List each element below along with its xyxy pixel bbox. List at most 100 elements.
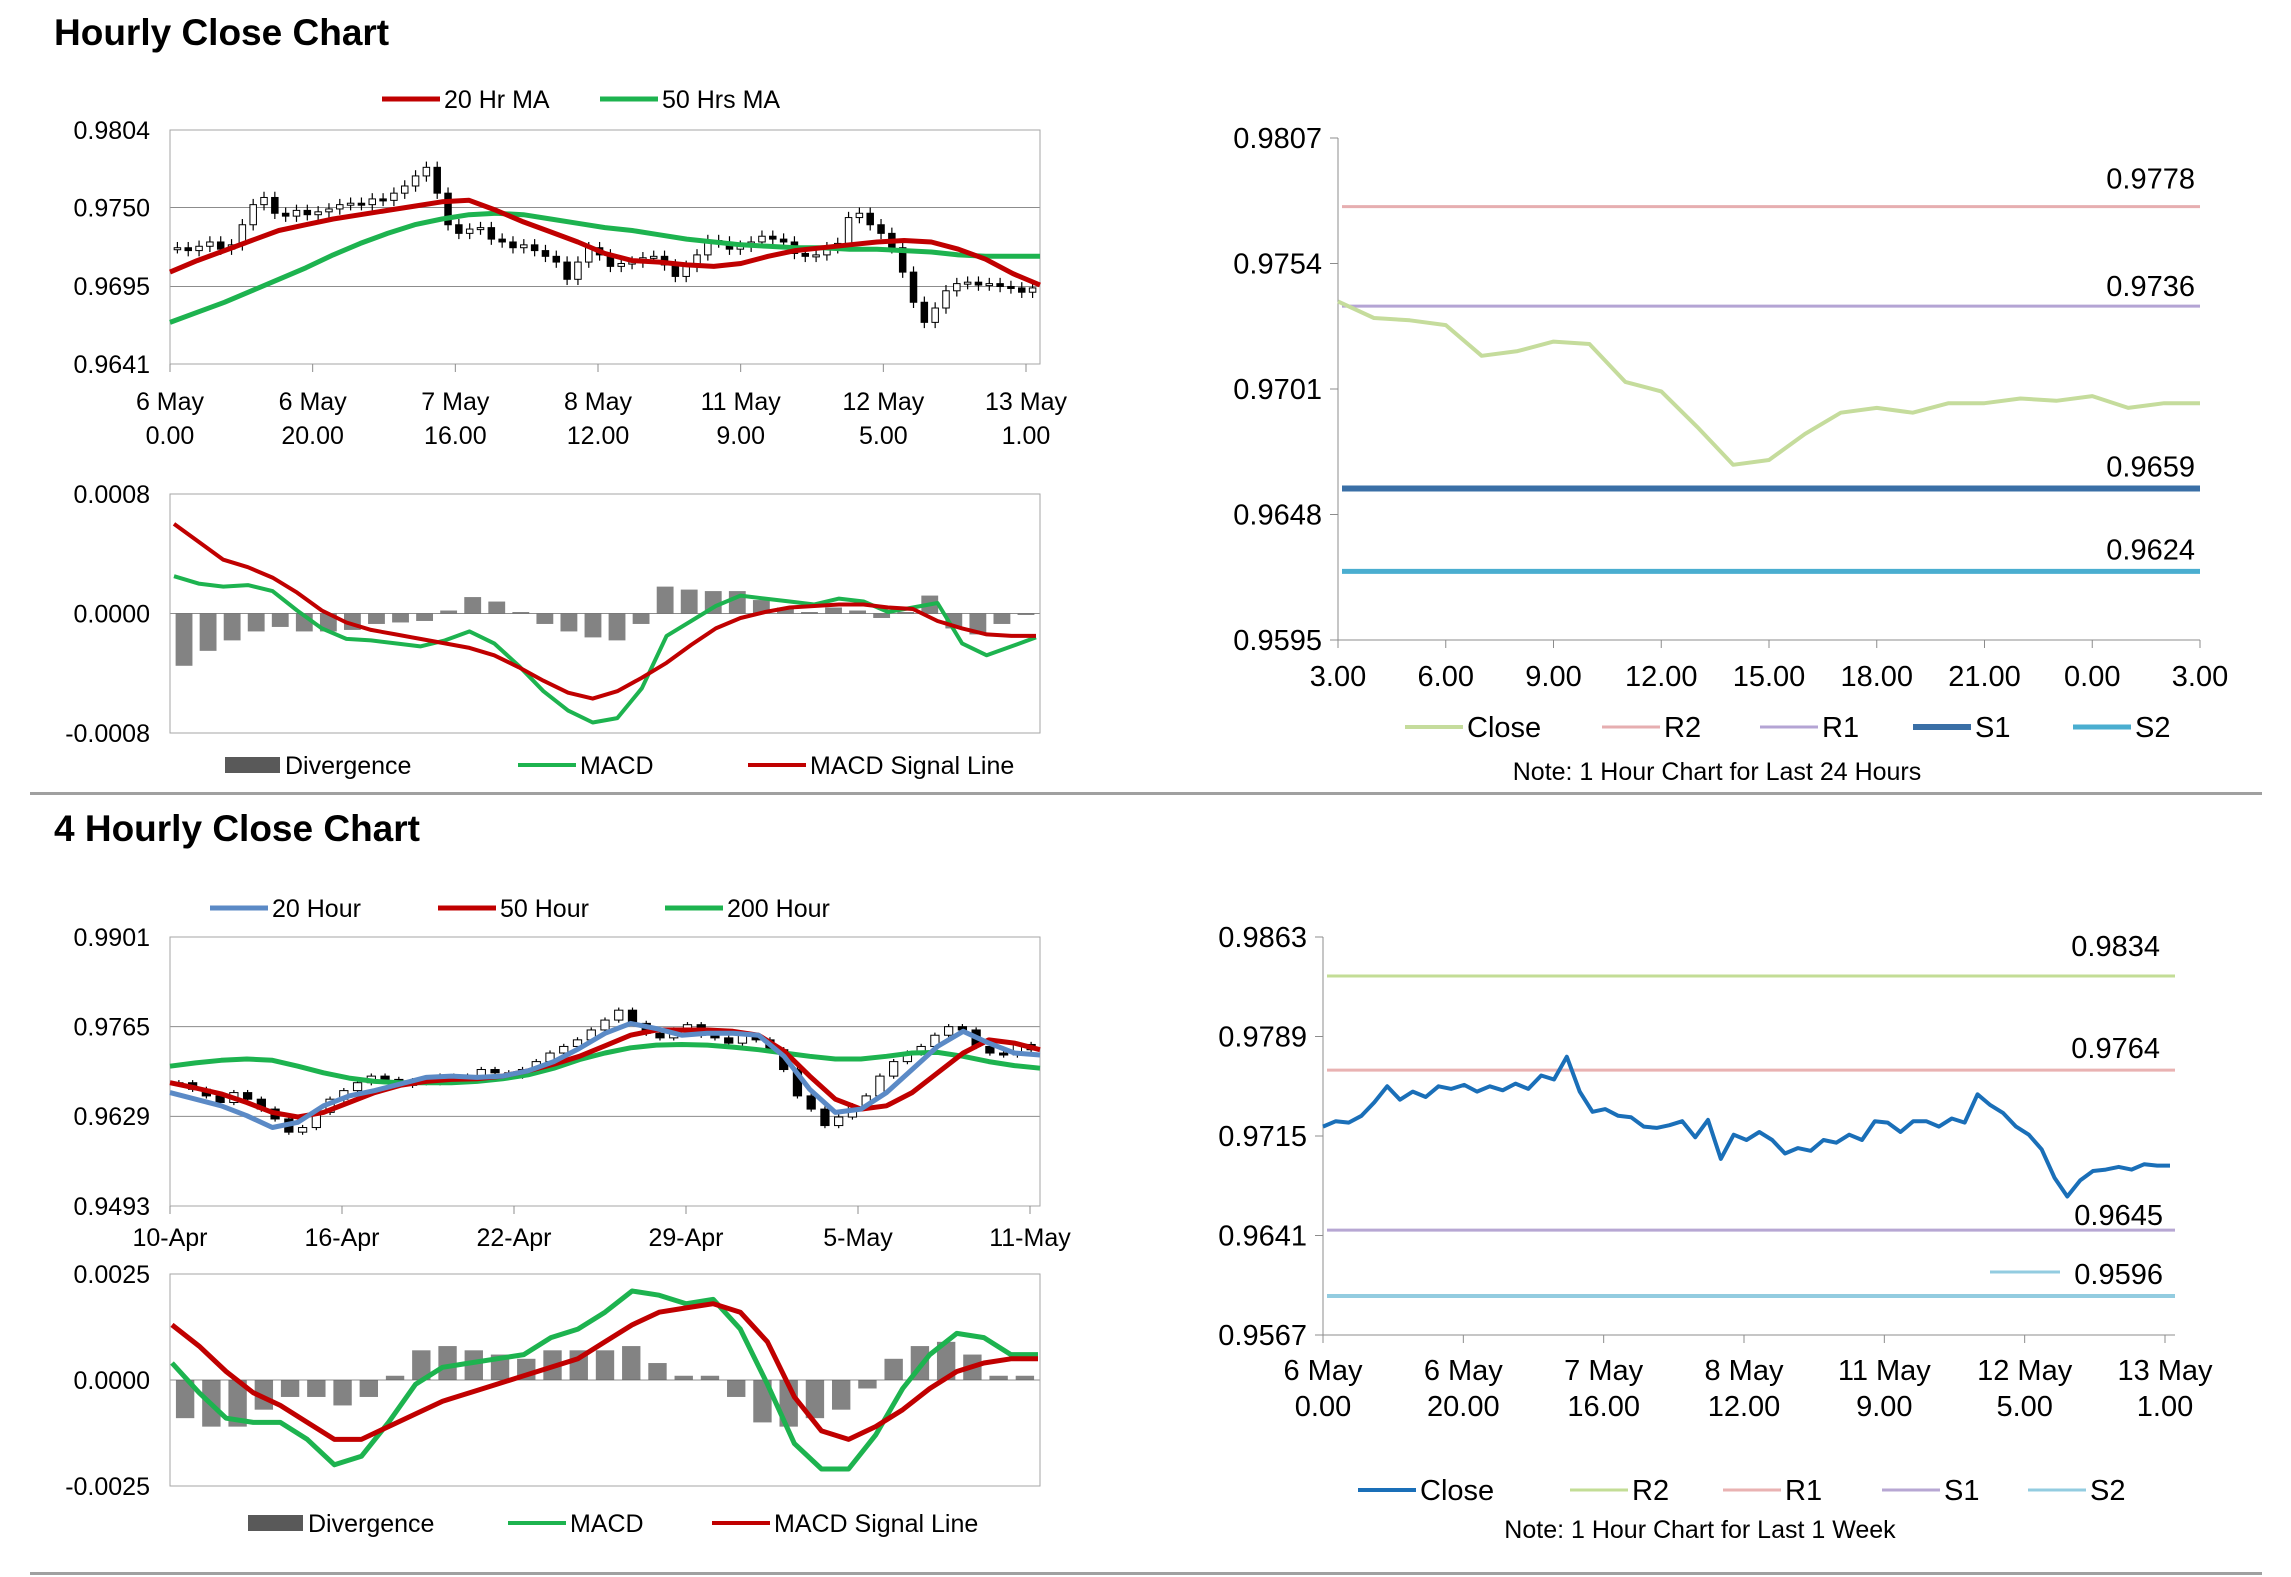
hourly-price-x-tick-time-6: 1.00 — [1002, 422, 1051, 450]
hourly-price-x-tick-date-6: 13 May — [985, 388, 1067, 416]
hourly-price-candle-body — [184, 247, 192, 252]
hourly-price-candle-body — [877, 224, 885, 234]
four-hourly-price-candle-body — [600, 1019, 610, 1031]
hourly-price-x-tick-date-4: 11 May — [701, 388, 782, 416]
hourly-price-x-tick-time-1: 20.00 — [281, 422, 344, 450]
four-hourly-macd-divergence-bar — [989, 1375, 1008, 1380]
hourly-macd-divergence-bar — [488, 601, 506, 614]
hourly-price-candle-body — [758, 235, 766, 243]
four-hourly-price-candle-body — [297, 1127, 308, 1133]
four-hourly-macd-divergence-bar — [727, 1380, 746, 1397]
hourly-macd-divergence-bar — [1017, 613, 1035, 615]
hourly-price-candle-body — [812, 254, 820, 258]
hourly-price-candle-body — [195, 245, 203, 252]
four-hourly-price-candle-body — [834, 1116, 844, 1127]
hourly-price-candle-body — [281, 212, 290, 217]
hourly-price-candle-body — [552, 255, 561, 263]
four-hourly-macd-divergence-bar — [700, 1375, 720, 1380]
four-hourly-macd-legend-macd-label: MACD — [570, 1510, 644, 1538]
four-hourly-week-level-label-r2: 0.9834 — [2071, 931, 2160, 963]
hourly-price-candle-body — [801, 252, 810, 257]
four-hourly-price-x-tick-4: 5-May — [823, 1224, 893, 1252]
hourly-legend-50hrs-ma-label: 50 Hrs MA — [662, 86, 780, 114]
four-hourly-macd-legend-divergence-swatch — [248, 1515, 303, 1531]
section-divider — [30, 792, 2262, 795]
hourly-last24-x-tick-2: 9.00 — [1525, 661, 1581, 693]
hourly-macd-y-tick-2: -0.0008 — [65, 720, 150, 748]
four-hourly-macd-divergence-bar — [333, 1380, 352, 1406]
four-hourly-week-x-tick-time-6: 1.00 — [2137, 1391, 2193, 1423]
hourly-price-candle-body — [336, 204, 344, 210]
four-hourly-week-x-tick-date-0: 6 May — [1284, 1355, 1363, 1387]
four-hourly-price-candle-body — [999, 1052, 1009, 1056]
hourly-macd-divergence-bar — [584, 613, 602, 638]
hourly-last24-level-label-r1: 0.9736 — [2106, 271, 2195, 303]
hourly-price-x-tick-time-5: 5.00 — [859, 422, 908, 450]
hourly-price-x-tick-date-3: 8 May — [564, 388, 633, 416]
four-hourly-macd-series-signal — [170, 1301, 1038, 1442]
hourly-price-candle-body — [996, 283, 1004, 287]
four-hourly-week-y-tick-4: 0.9567 — [1218, 1320, 1307, 1352]
four-hourly-macd-legend-signal-label: MACD Signal Line — [774, 1510, 978, 1538]
four-hourly-price-x-tick-1: 16-Apr — [304, 1224, 379, 1252]
four-hourly-macd-divergence-bar — [175, 1380, 195, 1419]
hourly-last24-x-tick-4: 15.00 — [1733, 661, 1806, 693]
four-hourly-week-legend-close-label: Close — [1420, 1475, 1494, 1507]
hourly-macd-legend-signal-label: MACD Signal Line — [810, 752, 1014, 780]
four-hourly-legend-200-hour-label: 200 Hour — [727, 895, 830, 923]
hourly-price-candle-body — [844, 217, 853, 244]
four-hourly-macd-divergence-bar — [884, 1358, 903, 1380]
hourly-macd-legend-divergence-label: Divergence — [285, 752, 411, 780]
four-hourly-macd-divergence-bar — [1015, 1375, 1035, 1380]
hourly-price-candle-body — [476, 227, 485, 231]
four-hourly-price-candle-body — [572, 1039, 583, 1047]
hourly-macd-divergence-bar — [873, 613, 891, 618]
hourly-macd-divergence-bar — [175, 613, 193, 666]
four-hourly-week-x-tick-time-1: 20.00 — [1427, 1391, 1500, 1423]
hourly-price-candle-body — [953, 283, 961, 292]
hourly-price-x-tick-date-1: 6 May — [279, 388, 348, 416]
four-hourly-price-series-20-hour — [169, 1020, 1041, 1130]
hourly-macd-y-tick-0: 0.0008 — [74, 481, 150, 509]
hourly-last24-x-tick-1: 6.00 — [1418, 661, 1474, 693]
four-hourly-macd-divergence-bar — [805, 1380, 825, 1419]
four-hourly-price-plot-area — [169, 936, 1041, 1207]
four-hourly-macd-y-tick-2: -0.0025 — [65, 1473, 150, 1501]
hourly-price-candle-body — [422, 166, 431, 177]
hourly-price-y-tick-1: 0.9750 — [74, 194, 150, 222]
hourly-last24-x-tick-6: 21.00 — [1948, 661, 2021, 693]
hourly-last24-y-tick-4: 0.9595 — [1233, 625, 1322, 657]
hourly-price-candle-body — [487, 227, 496, 240]
hourly-macd-divergence-bar — [536, 613, 554, 624]
hourly-price-candle-body — [541, 250, 550, 257]
hourly-price-candle-body — [325, 208, 333, 213]
hourly-price-candle-body — [368, 198, 377, 206]
four-hourly-week-y-tick-2: 0.9715 — [1218, 1121, 1307, 1153]
hourly-macd-divergence-bar — [512, 612, 530, 614]
four-hourly-macd-divergence-bar — [307, 1380, 326, 1397]
hourly-price-candle-body — [530, 244, 539, 252]
four-hourly-macd-divergence-bar — [831, 1380, 851, 1410]
hourly-last24-level-label-s1: 0.9659 — [2106, 451, 2195, 483]
hourly-macd-divergence-bar — [271, 613, 289, 627]
four-hourly-week-x-tick-time-0: 0.00 — [1295, 1391, 1351, 1423]
hourly-price-candle-body — [216, 241, 225, 250]
hourly-last24-x-tick-8: 3.00 — [2172, 661, 2228, 693]
hourly-macd-divergence-bar — [464, 597, 482, 614]
hourly-last24-legend-s2-label: S2 — [2135, 712, 2170, 744]
four-hourly-macd-divergence-bar — [228, 1380, 247, 1427]
hourly-price-candle-body — [920, 301, 929, 323]
hourly-macd-divergence-bar — [656, 586, 674, 614]
hourly-last24-x-tick-0: 3.00 — [1310, 661, 1366, 693]
hourly-price-y-tick-2: 0.9695 — [74, 273, 150, 301]
hourly-price-candle-body — [444, 192, 452, 226]
hourly-macd-divergence-bar — [368, 613, 385, 624]
hourly-price-candle-body — [1007, 285, 1015, 289]
hourly-macd-plot-area — [169, 493, 1041, 734]
four-hourly-price-candle-body — [614, 1009, 624, 1021]
four-hourly-week-y-tick-3: 0.9641 — [1218, 1221, 1307, 1253]
four-hourly-week-x-tick-date-5: 12 May — [1977, 1355, 2073, 1387]
hourly-price-candle-body — [682, 265, 690, 277]
hourly-price-candle-body — [411, 175, 420, 187]
